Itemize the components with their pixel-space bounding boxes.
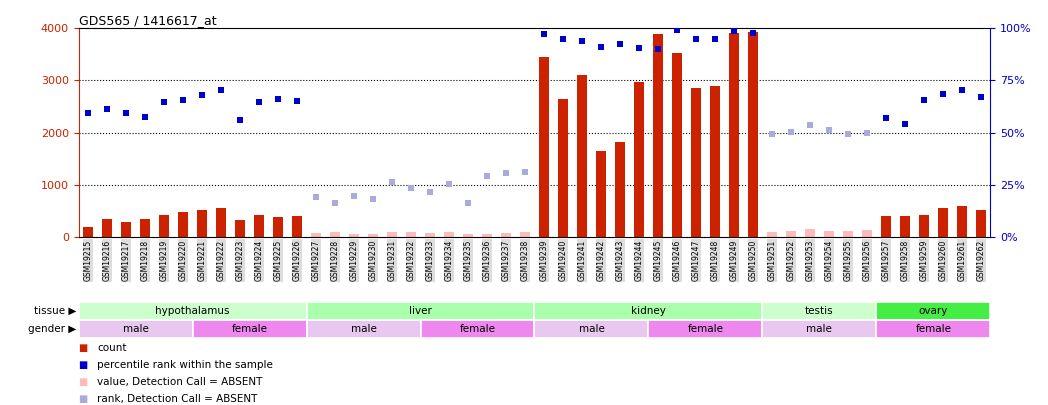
Bar [672,53,682,237]
Text: female: female [459,324,496,334]
Bar [79,320,193,338]
Text: female: female [687,324,723,334]
Text: hypothalamus: hypothalamus [155,306,230,316]
Bar [254,215,264,237]
Bar [102,219,112,237]
Bar [824,231,834,237]
Bar [178,212,189,237]
Text: female: female [232,324,267,334]
Bar [534,320,649,338]
Bar [520,232,530,237]
Bar [876,302,990,320]
Bar [728,32,739,237]
Bar [193,320,306,338]
Text: ■: ■ [79,360,88,370]
Text: male: male [351,324,376,334]
Bar [762,302,876,320]
Bar [83,227,93,237]
Text: percentile rank within the sample: percentile rank within the sample [97,360,274,370]
Bar [747,32,758,237]
Bar [649,320,762,338]
Bar [938,208,948,237]
Bar [767,232,778,237]
Bar [420,320,534,338]
Bar [876,320,990,338]
Bar [235,220,245,237]
Text: female: female [915,324,952,334]
Bar [653,34,663,237]
Text: gender ▶: gender ▶ [28,324,77,334]
Bar [330,232,341,237]
Bar [139,219,150,237]
Bar [634,81,645,237]
Bar [709,86,720,237]
Bar [368,234,378,237]
Bar [762,320,876,338]
Bar [576,75,587,237]
Text: count: count [97,343,127,353]
Bar [957,206,967,237]
Bar [976,210,986,237]
Text: GDS565 / 1416617_at: GDS565 / 1416617_at [79,14,216,27]
Bar [463,234,474,237]
Bar [615,142,626,237]
Bar [691,88,701,237]
Bar [501,233,511,237]
Bar [861,230,872,237]
Bar [482,234,493,237]
Bar [786,231,796,237]
Bar [539,57,549,237]
Bar [534,302,762,320]
Text: ■: ■ [79,377,88,387]
Bar [919,215,930,237]
Bar [291,216,302,237]
Bar [424,233,435,237]
Bar [595,151,606,237]
Bar [216,208,226,237]
Text: male: male [123,324,149,334]
Text: liver: liver [409,306,432,316]
Text: ■: ■ [79,343,88,353]
Text: male: male [578,324,605,334]
Bar [387,232,397,237]
Text: kidney: kidney [631,306,665,316]
Bar [311,233,322,237]
Bar [558,99,568,237]
Text: testis: testis [805,306,834,316]
Bar [880,216,891,237]
Text: ovary: ovary [919,306,948,316]
Bar [197,210,208,237]
Bar [159,215,170,237]
Bar [306,302,534,320]
Bar [349,234,359,237]
Bar [899,216,910,237]
Bar [272,217,283,237]
Bar [406,232,416,237]
Bar [843,231,853,237]
Bar [306,320,420,338]
Bar [443,232,454,237]
Bar [805,229,815,237]
Text: rank, Detection Call = ABSENT: rank, Detection Call = ABSENT [97,394,258,404]
Bar [79,302,306,320]
Text: tissue ▶: tissue ▶ [35,306,77,316]
Text: value, Detection Call = ABSENT: value, Detection Call = ABSENT [97,377,263,387]
Bar [121,222,131,237]
Text: male: male [807,324,832,334]
Text: ■: ■ [79,394,88,404]
